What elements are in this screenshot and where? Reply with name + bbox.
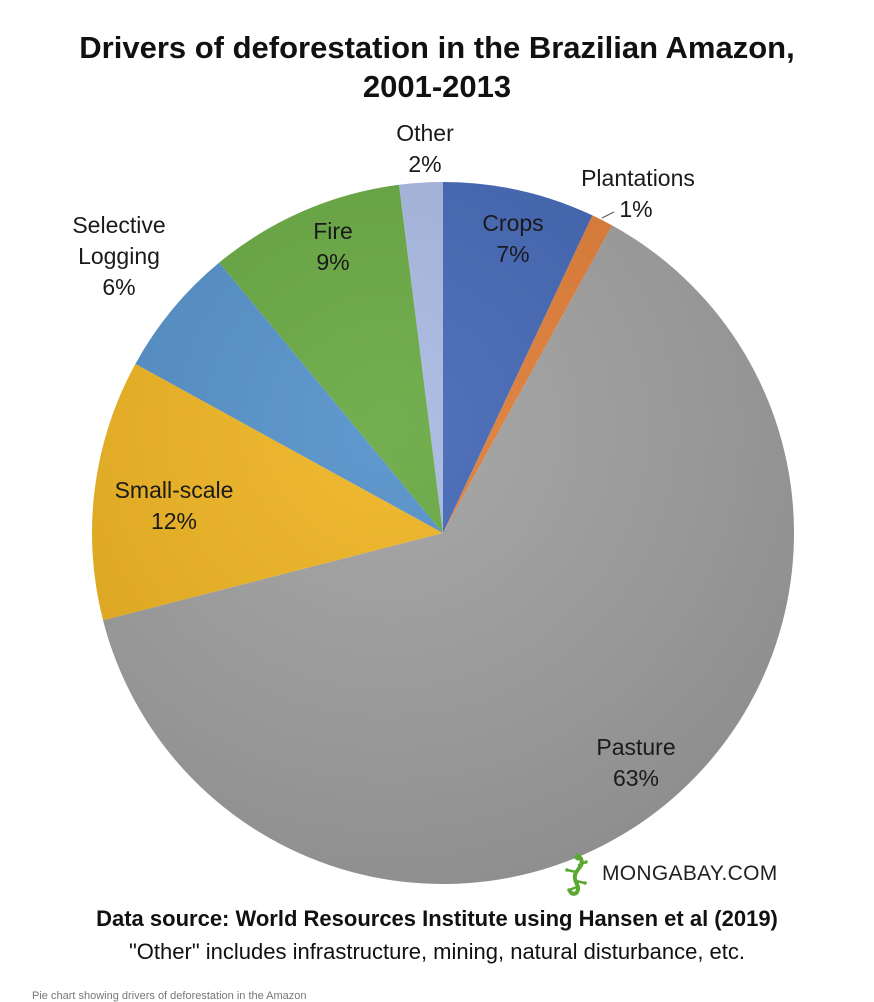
chart-title-line2: 2001-2013 (363, 69, 511, 104)
slice-label-small-scale: Small-scale 12% (115, 477, 234, 534)
slice-label-crops: Crops 7% (482, 210, 543, 267)
pie-slices (92, 182, 795, 885)
other-category-note: "Other" includes infrastructure, mining,… (128, 939, 746, 964)
pie-chart: Drivers of deforestation in the Brazilia… (72, 30, 795, 885)
watermark-text: MONGABAY.COM (602, 862, 778, 885)
slice-label-selective-logging: Selective Logging 6% (72, 212, 165, 300)
slice-label-pasture: Pasture 63% (596, 734, 675, 791)
slice-label-plantations: Plantations 1% (581, 165, 695, 222)
image-caption: Pie chart showing drivers of deforestati… (32, 990, 307, 1002)
data-source-note: Data source: World Resources Institute u… (96, 906, 778, 931)
chart-title: Drivers of deforestation in the Brazilia… (79, 30, 794, 65)
slice-labels: Crops 7% Plantations 1% Pasture 63% Small-scal… (72, 120, 695, 791)
gecko-logo-icon (565, 853, 588, 896)
slice-label-other: Other 2% (396, 120, 454, 177)
plantations-leader-line (601, 211, 615, 219)
slice-label-fire: Fire 9% (313, 218, 353, 275)
mongabay-watermark: MONGABAY.COM (556, 852, 778, 896)
